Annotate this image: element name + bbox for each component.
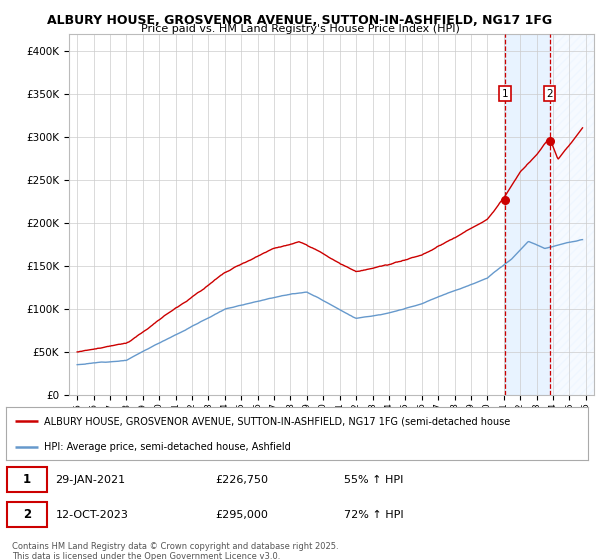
FancyBboxPatch shape: [7, 467, 47, 492]
Bar: [550, 34, 600, 395]
Bar: [505, 34, 550, 395]
Text: HPI: Average price, semi-detached house, Ashfield: HPI: Average price, semi-detached house,…: [44, 442, 290, 452]
Text: £295,000: £295,000: [215, 510, 268, 520]
Text: 2: 2: [23, 508, 31, 521]
Text: 12-OCT-2023: 12-OCT-2023: [55, 510, 128, 520]
Text: Contains HM Land Registry data © Crown copyright and database right 2025.
This d: Contains HM Land Registry data © Crown c…: [12, 542, 338, 560]
Text: 2: 2: [546, 89, 553, 99]
Text: Price paid vs. HM Land Registry's House Price Index (HPI): Price paid vs. HM Land Registry's House …: [140, 24, 460, 34]
Text: 29-JAN-2021: 29-JAN-2021: [55, 475, 125, 484]
Text: £226,750: £226,750: [215, 475, 269, 484]
Text: 1: 1: [502, 89, 508, 99]
Text: ALBURY HOUSE, GROSVENOR AVENUE, SUTTON-IN-ASHFIELD, NG17 1FG: ALBURY HOUSE, GROSVENOR AVENUE, SUTTON-I…: [47, 14, 553, 27]
Text: 55% ↑ HPI: 55% ↑ HPI: [344, 475, 403, 484]
FancyBboxPatch shape: [7, 502, 47, 527]
Text: 72% ↑ HPI: 72% ↑ HPI: [344, 510, 403, 520]
Text: 1: 1: [23, 473, 31, 486]
Text: ALBURY HOUSE, GROSVENOR AVENUE, SUTTON-IN-ASHFIELD, NG17 1FG (semi-detached hous: ALBURY HOUSE, GROSVENOR AVENUE, SUTTON-I…: [44, 417, 510, 427]
